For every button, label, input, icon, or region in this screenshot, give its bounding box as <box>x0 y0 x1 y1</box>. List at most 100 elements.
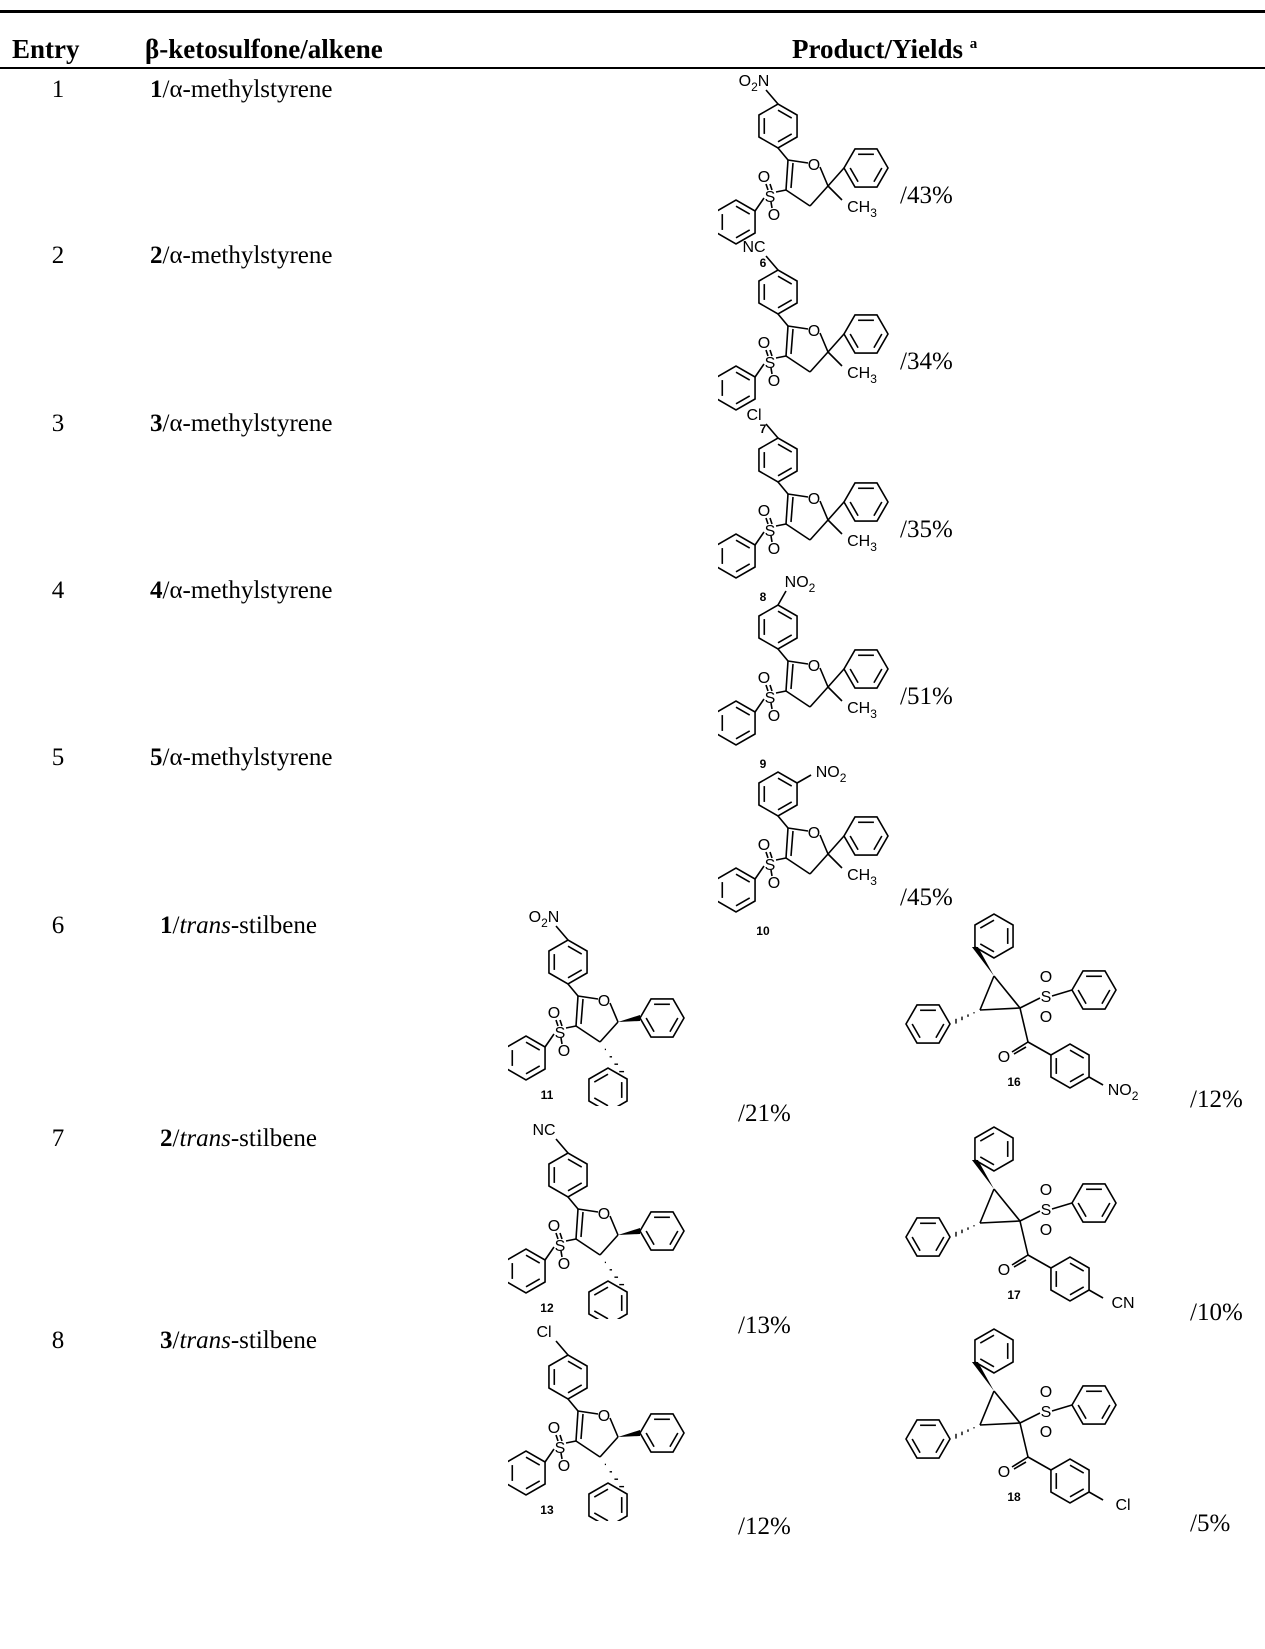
furan-oxygen: O <box>598 993 610 1010</box>
bond-line <box>787 827 809 832</box>
sulfone-number: 4 <box>150 577 163 604</box>
bond-line <box>769 183 773 191</box>
bond-line <box>1088 1076 1104 1086</box>
substituent-label: NC <box>532 1122 555 1139</box>
header-product-note: a <box>969 36 978 52</box>
header-reagent: β-ketosulfone/alkene <box>145 34 383 64</box>
compound-number: 18 <box>1007 1490 1021 1504</box>
sulfonyl-oxygen: O <box>558 1043 570 1060</box>
substituent-label: O2N <box>529 909 560 930</box>
compound-number: 16 <box>1007 1075 1021 1089</box>
bond-line <box>765 183 769 191</box>
sulfone-number: 3 <box>150 410 163 437</box>
sulfonyl-oxygen: O <box>768 207 780 224</box>
substituent-label: CN <box>1111 1295 1134 1312</box>
sulfonyl-oxygen: O <box>768 875 780 892</box>
yield-value: /45% <box>900 884 953 911</box>
separator: / <box>162 744 170 771</box>
phenyl-ring <box>974 1328 1014 1374</box>
bond-line <box>809 686 829 708</box>
bond-line <box>777 481 789 495</box>
alkene-name: α-methylstyrene <box>169 76 333 103</box>
substituent-label: NO2 <box>816 764 847 785</box>
substituent-label: Cl <box>746 407 761 424</box>
bond-line <box>1027 1041 1052 1056</box>
phenyl-ring <box>588 1067 628 1106</box>
bond-line <box>785 159 789 191</box>
bond-line <box>809 351 829 373</box>
phenyl-sulfonyl-ring <box>718 700 756 746</box>
bond-line <box>577 1410 599 1415</box>
compound-number: 6 <box>760 256 767 270</box>
phenyl-sulfonyl-ring <box>718 533 756 579</box>
sulfone-number: 3 <box>160 1327 173 1354</box>
bond-line <box>1019 1007 1029 1043</box>
bond-line <box>1019 1422 1029 1458</box>
yield-value: /35% <box>900 516 953 543</box>
bond-line <box>827 519 843 535</box>
bond-line <box>787 660 809 665</box>
aryl-ring <box>758 269 798 315</box>
bond-line <box>979 975 995 1011</box>
bond-line <box>827 835 845 855</box>
furan-oxygen: O <box>808 157 820 174</box>
alkene-name: α-methylstyrene <box>169 744 333 771</box>
bond-line <box>827 333 845 353</box>
aryl-ring <box>1050 1256 1090 1302</box>
alkene-name: trans <box>179 912 231 939</box>
phenyl-ring <box>843 148 889 188</box>
bond-line <box>777 815 789 829</box>
bond-line <box>769 851 773 859</box>
bond-line <box>809 853 829 875</box>
bond-line <box>1051 989 1073 997</box>
wedge-bond <box>618 1015 640 1022</box>
substituent-label: NO2 <box>785 574 816 595</box>
sulfonyl-oxygen: O <box>1040 1009 1052 1026</box>
bond-line <box>790 162 794 189</box>
bond-line <box>993 1390 1021 1424</box>
reagent-cell: 5/α-methylstyrene <box>150 744 333 772</box>
bond-line <box>765 89 779 105</box>
phenyl-sulfonyl-ring <box>718 199 756 245</box>
header-product-label: Product/Yields <box>792 34 964 64</box>
bond-line <box>979 1220 1021 1224</box>
bond-line <box>555 1340 569 1356</box>
bond-line <box>979 1422 1021 1426</box>
sulfone-number: 1 <box>160 912 173 939</box>
compound-number: 17 <box>1007 1288 1021 1302</box>
yield-value: /21% <box>738 1100 791 1127</box>
bond-line <box>575 995 579 1027</box>
sulfur-atom: S <box>1041 1202 1052 1219</box>
phenyl-ring <box>639 1413 685 1453</box>
entry-number: 4 <box>51 577 65 604</box>
sulfonyl-oxygen: O <box>1040 969 1052 986</box>
bond-line <box>809 185 829 207</box>
bond-line <box>565 1238 577 1242</box>
aryl-ring <box>548 1152 588 1198</box>
alkene-name: α-methylstyrene <box>169 577 333 604</box>
sulfur-atom: S <box>1041 1404 1052 1421</box>
bond-line <box>559 1232 563 1240</box>
sulfonyl-oxygen: O <box>768 708 780 725</box>
aryl-ring <box>758 771 798 817</box>
bond-line <box>580 1413 584 1440</box>
sulfonyl-oxygen: O <box>558 1458 570 1475</box>
reagent-cell: 2/α-methylstyrene <box>150 242 333 270</box>
bond-line <box>1013 1259 1027 1268</box>
bond-line <box>769 517 773 525</box>
bond-line <box>819 667 829 688</box>
separator: / <box>162 577 170 604</box>
bond-line <box>1019 997 1041 1009</box>
bond-line <box>775 690 787 694</box>
bond-line <box>979 1390 995 1426</box>
phenyl-ring <box>843 816 889 856</box>
bond-line <box>1019 1210 1041 1222</box>
bond-line <box>575 1410 579 1442</box>
bond-line <box>565 1440 577 1444</box>
sulfonyl-oxygen: O <box>548 1218 560 1235</box>
phenyl-ring <box>905 1419 951 1459</box>
bond-line <box>577 1208 599 1213</box>
